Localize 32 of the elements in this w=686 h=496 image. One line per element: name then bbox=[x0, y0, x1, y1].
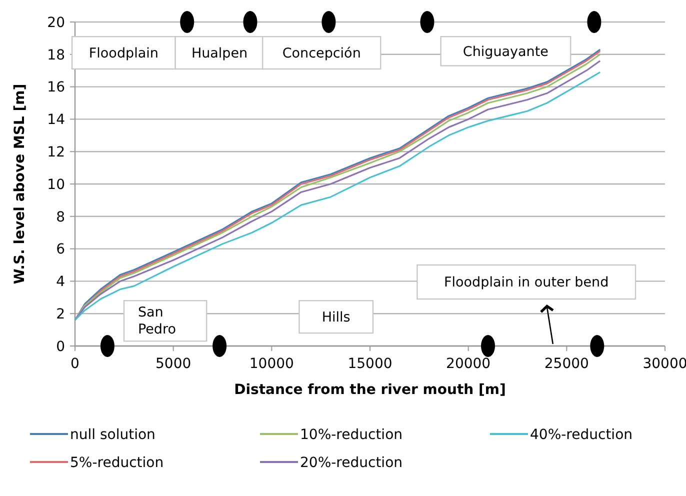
annotation: Floodplain bbox=[88, 46, 158, 62]
annotation: San Pedro bbox=[138, 304, 176, 338]
y-tick-label: 6 bbox=[56, 242, 66, 258]
y-tick-label: 8 bbox=[56, 209, 65, 226]
x-tick-label: 15000 bbox=[348, 356, 392, 372]
annotation: Hills bbox=[322, 310, 350, 326]
x-tick-label: 0 bbox=[70, 356, 80, 372]
legend-label: 5%-reduction bbox=[70, 454, 164, 471]
legend-label: null solution bbox=[70, 426, 156, 443]
legend-label: 40%-reduction bbox=[530, 426, 633, 443]
x-tick-label: 25000 bbox=[544, 356, 589, 372]
annotation: Hualpen bbox=[191, 46, 248, 62]
y-tick-label: 20 bbox=[47, 14, 65, 31]
y-axis-title: W.S. level above MSL [m] bbox=[12, 84, 28, 284]
y-tick-label: 0 bbox=[56, 338, 65, 355]
annotation: Concepción bbox=[282, 46, 361, 62]
y-tick-label: 10 bbox=[47, 176, 65, 193]
y-tick-label: 12 bbox=[47, 144, 65, 160]
legend-label: 10%-reduction bbox=[300, 426, 403, 443]
annotation: Chiguayante bbox=[462, 44, 548, 60]
legend-label: 20%-reduction bbox=[300, 454, 403, 471]
x-tick-label: 20000 bbox=[446, 356, 491, 372]
y-tick-label: 4 bbox=[56, 274, 66, 290]
x-tick-label: 10000 bbox=[249, 356, 294, 372]
x-axis-title: Distance from the river mouth [m] bbox=[234, 382, 506, 398]
y-tick-label: 18 bbox=[47, 47, 65, 64]
y-tick-label: 14 bbox=[47, 112, 66, 128]
annotation: Floodplain in outer bend bbox=[444, 274, 609, 291]
y-tick-label: 16 bbox=[47, 80, 66, 96]
x-tick-label: 30000 bbox=[642, 356, 686, 372]
x-tick-label: 5000 bbox=[156, 356, 192, 372]
y-tick-label: 2 bbox=[56, 306, 65, 322]
